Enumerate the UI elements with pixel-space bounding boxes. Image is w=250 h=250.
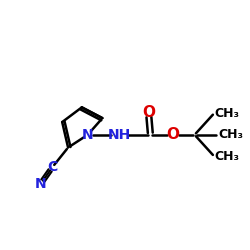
Text: O: O [142, 105, 155, 120]
Text: NH: NH [108, 128, 131, 142]
Text: N: N [35, 177, 46, 191]
Text: CH₃: CH₃ [214, 107, 239, 120]
Text: N: N [82, 128, 94, 142]
Text: O: O [166, 127, 179, 142]
Text: CH₃: CH₃ [214, 150, 239, 163]
Text: C: C [47, 160, 58, 174]
Text: CH₃: CH₃ [218, 128, 243, 141]
